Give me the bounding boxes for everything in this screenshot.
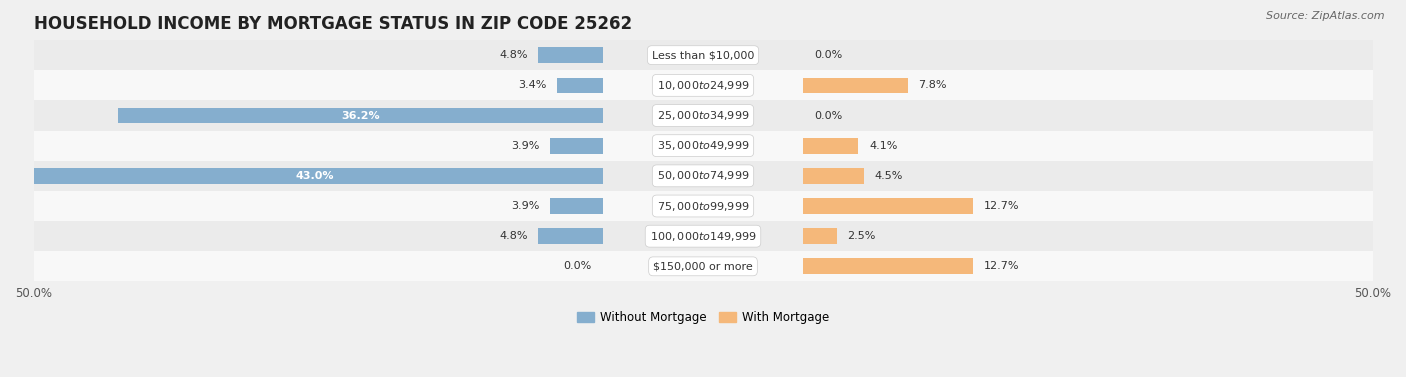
Bar	[803, 78, 908, 93]
Text: 3.9%: 3.9%	[512, 201, 540, 211]
Text: Source: ZipAtlas.com: Source: ZipAtlas.com	[1267, 11, 1385, 21]
Text: $10,000 to $24,999: $10,000 to $24,999	[657, 79, 749, 92]
Text: 2.5%: 2.5%	[848, 231, 876, 241]
Text: 3.9%: 3.9%	[512, 141, 540, 151]
Bar	[34, 221, 1372, 251]
Text: 36.2%: 36.2%	[340, 110, 380, 121]
Bar	[118, 108, 603, 123]
Bar	[34, 161, 1372, 191]
Text: 12.7%: 12.7%	[984, 261, 1019, 271]
Text: $75,000 to $99,999: $75,000 to $99,999	[657, 199, 749, 213]
Legend: Without Mortgage, With Mortgage: Without Mortgage, With Mortgage	[572, 306, 834, 329]
Bar	[34, 251, 1372, 281]
Bar	[557, 78, 603, 93]
Bar	[34, 70, 1372, 100]
Bar	[34, 191, 1372, 221]
Text: HOUSEHOLD INCOME BY MORTGAGE STATUS IN ZIP CODE 25262: HOUSEHOLD INCOME BY MORTGAGE STATUS IN Z…	[34, 15, 631, 33]
Text: Less than $10,000: Less than $10,000	[652, 50, 754, 60]
Bar	[538, 228, 603, 244]
Text: $150,000 or more: $150,000 or more	[654, 261, 752, 271]
Bar	[803, 259, 973, 274]
Bar	[803, 168, 863, 184]
Text: 3.4%: 3.4%	[517, 80, 547, 90]
Text: $35,000 to $49,999: $35,000 to $49,999	[657, 139, 749, 152]
Bar	[803, 198, 973, 214]
Bar	[550, 198, 603, 214]
Bar	[34, 130, 1372, 161]
Bar	[27, 168, 603, 184]
Text: 4.5%: 4.5%	[875, 171, 903, 181]
Bar	[550, 138, 603, 153]
Bar	[803, 228, 837, 244]
Text: 0.0%: 0.0%	[564, 261, 592, 271]
Text: 12.7%: 12.7%	[984, 201, 1019, 211]
Text: $50,000 to $74,999: $50,000 to $74,999	[657, 169, 749, 182]
Bar	[34, 100, 1372, 130]
Bar	[803, 138, 858, 153]
Text: 0.0%: 0.0%	[814, 50, 842, 60]
Text: 4.1%: 4.1%	[869, 141, 897, 151]
Text: 0.0%: 0.0%	[814, 110, 842, 121]
Text: 43.0%: 43.0%	[295, 171, 335, 181]
Bar	[538, 48, 603, 63]
Text: 7.8%: 7.8%	[918, 80, 948, 90]
Text: 4.8%: 4.8%	[499, 231, 527, 241]
Bar	[34, 40, 1372, 70]
Text: 4.8%: 4.8%	[499, 50, 527, 60]
Text: $25,000 to $34,999: $25,000 to $34,999	[657, 109, 749, 122]
Text: $100,000 to $149,999: $100,000 to $149,999	[650, 230, 756, 243]
